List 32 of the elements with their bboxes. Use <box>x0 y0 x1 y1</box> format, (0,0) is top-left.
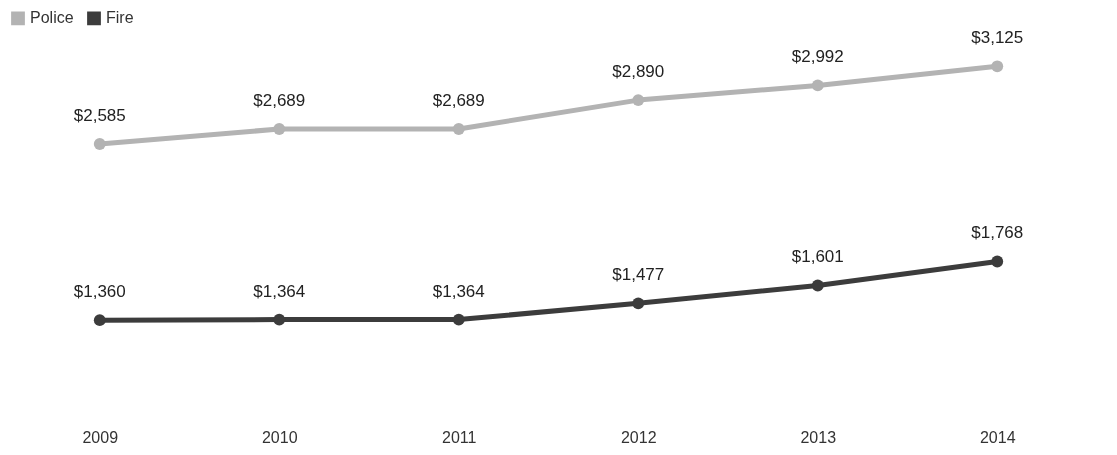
point <box>273 123 286 135</box>
data-label: $2,689 <box>432 91 485 111</box>
point <box>93 314 106 327</box>
point <box>93 138 106 150</box>
point <box>632 297 645 310</box>
legend-label: Police <box>30 9 74 27</box>
data-label: $3,125 <box>971 28 1024 48</box>
data-label: $1,360 <box>73 282 126 302</box>
x-tick-label: 2009 <box>82 428 119 446</box>
point <box>811 279 824 292</box>
point <box>452 123 465 135</box>
point <box>452 313 465 326</box>
point <box>991 255 1004 268</box>
data-label: $2,992 <box>791 47 844 67</box>
point <box>811 79 824 92</box>
x-tick-label: 2014 <box>979 428 1016 446</box>
data-label: $2,689 <box>253 91 306 111</box>
data-label: $1,601 <box>791 247 844 267</box>
data-label: $1,364 <box>253 281 306 301</box>
data-label: $1,768 <box>971 223 1024 243</box>
x-tick-label: 2013 <box>800 428 837 446</box>
legend-label: Fire <box>106 9 134 27</box>
x-tick-label: 2011 <box>442 428 477 446</box>
point <box>991 60 1004 73</box>
x-tick-label: 2012 <box>620 428 657 446</box>
x-tick-label: 2010 <box>261 428 298 446</box>
data-label: $2,890 <box>612 62 665 82</box>
data-label: $1,364 <box>432 281 485 301</box>
point <box>273 313 286 326</box>
data-label: $2,585 <box>73 105 126 125</box>
point <box>632 94 645 107</box>
data-label: $1,477 <box>612 265 665 285</box>
